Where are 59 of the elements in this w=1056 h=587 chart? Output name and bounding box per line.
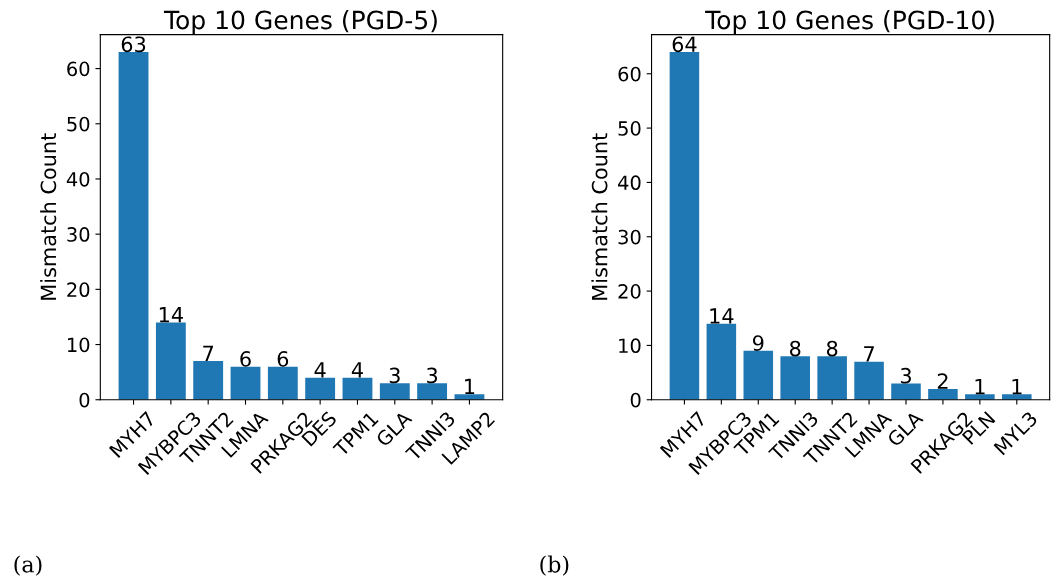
data-label: 4 (314, 362, 326, 378)
data-label: 1 (975, 378, 985, 395)
y-tick-label: 0 (79, 392, 90, 408)
chart-title: Top 10 Genes (PGD-5) (163, 10, 437, 35)
y-tick-label: 10 (67, 337, 90, 353)
bar (780, 356, 810, 400)
data-label: 8 (826, 340, 838, 357)
y-tick-label: 60 (618, 66, 641, 82)
data-label: 14 (710, 308, 734, 324)
data-label: 3 (900, 367, 911, 384)
data-label: 7 (203, 345, 214, 361)
data-label: 8 (790, 340, 801, 357)
bar (928, 388, 958, 400)
bar (230, 366, 261, 400)
data-label: 14 (159, 307, 183, 323)
y-tick-label: 60 (67, 61, 90, 77)
y-tick-label: 20 (618, 284, 641, 299)
chart-title: Top 10 Genes (PGD-10) (705, 10, 994, 35)
data-label: 4 (351, 362, 363, 378)
data-label: 6 (277, 351, 289, 367)
bar (193, 361, 224, 400)
data-label: 1 (1012, 378, 1022, 395)
data-label: 9 (752, 335, 764, 351)
bar (854, 361, 884, 400)
y-tick-label: 30 (618, 229, 641, 245)
bar (118, 52, 149, 400)
y-axis-title: Mismatch Count (591, 133, 608, 300)
data-label: 6 (240, 351, 251, 367)
y-tick-label: 40 (66, 171, 90, 187)
bar (305, 377, 336, 400)
y-tick-label: 0 (630, 392, 641, 408)
data-label: 1 (465, 378, 475, 395)
bar (965, 394, 995, 400)
y-tick-label: 50 (618, 121, 641, 136)
data-label: 3 (389, 367, 400, 384)
y-tick-label: 20 (67, 282, 90, 298)
text: (a) (14, 555, 42, 576)
data-label: 63 (121, 36, 146, 53)
bar (669, 52, 700, 400)
bar (743, 350, 774, 400)
bar (379, 383, 410, 400)
bar (1002, 394, 1032, 400)
bar (267, 366, 298, 400)
bar (417, 383, 448, 400)
y-tick-label: 10 (619, 338, 641, 354)
y-tick-label: 40 (618, 175, 641, 191)
y-tick-label: 50 (67, 116, 90, 132)
bar (891, 383, 921, 400)
text: (b) (540, 555, 569, 576)
data-label: 7 (864, 346, 874, 362)
bar (817, 356, 847, 400)
bar (155, 322, 186, 400)
data-label: 2 (937, 373, 948, 389)
y-tick-label: 30 (67, 227, 90, 242)
bar (342, 377, 373, 400)
data-label: 64 (672, 36, 697, 53)
data-label: 3 (427, 367, 438, 384)
bar (706, 323, 737, 400)
y-axis-title: Mismatch Count (40, 133, 57, 300)
